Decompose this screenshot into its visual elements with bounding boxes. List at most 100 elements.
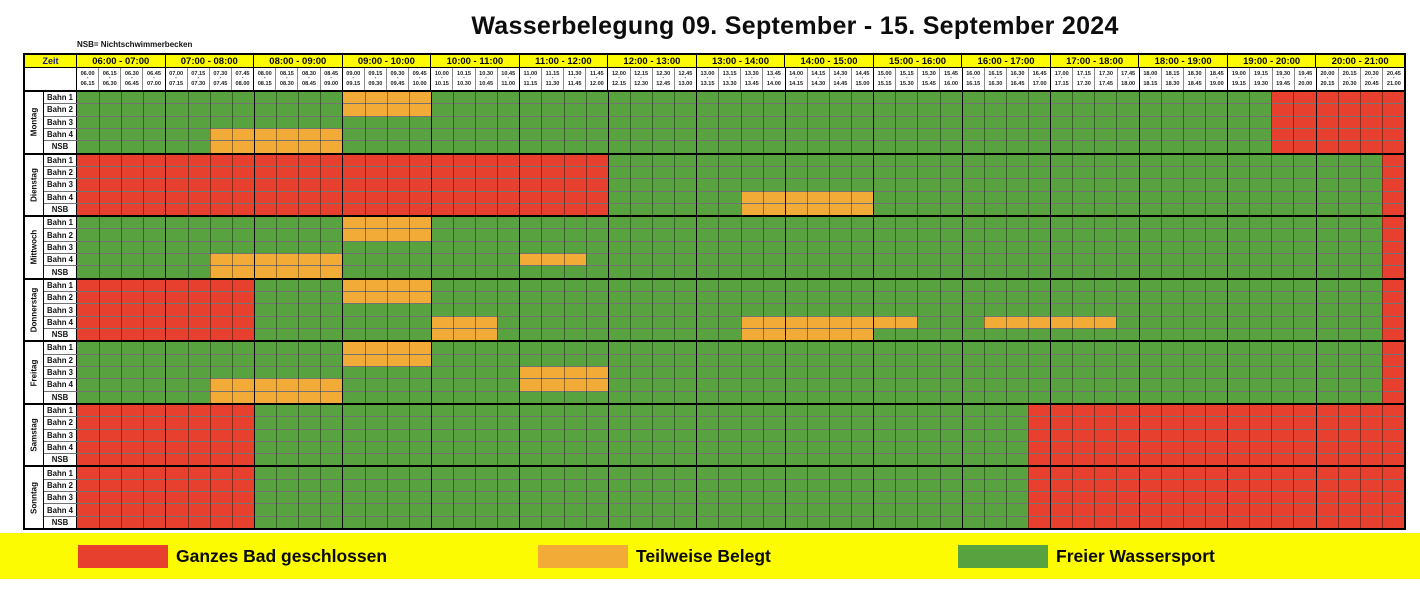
- quarter-header-cell: 07.15-07.30: [187, 68, 210, 90]
- lane-track: [77, 128, 1404, 141]
- occupancy-segment-geschlossen: [1271, 104, 1404, 116]
- lane-track: [77, 479, 1404, 492]
- quarter-header-cell: 10.00-10.15: [431, 68, 454, 90]
- quarter-header-cell: 08.15-08.30: [276, 68, 299, 90]
- lane-row: Bahn 4: [44, 254, 1404, 267]
- day-label: Donnerstag: [29, 287, 39, 333]
- lane-label: NSB: [44, 516, 77, 529]
- occupancy-segment-geschlossen: [77, 154, 608, 166]
- lane-row: NSB: [44, 454, 1404, 466]
- occupancy-segment-geschlossen: [1028, 504, 1404, 516]
- lane-track: [77, 217, 1404, 229]
- lane-label: Bahn 2: [44, 104, 77, 116]
- quarter-header-cell: 13.30-13.45: [741, 68, 764, 90]
- quarter-header-cell: 06.30-06.45: [121, 68, 144, 90]
- quarter-header-cell: 07.45-08.00: [231, 68, 255, 90]
- occupancy-segment-geschlossen: [77, 467, 254, 479]
- quarter-cells: 06.00-06.15 06.15-06.30 06.30-06.45 06.45-0…: [77, 68, 1405, 90]
- hour-header-cell: 11:00 - 12:00: [519, 55, 609, 68]
- quarter-header-cell: 14.15-14.30: [807, 68, 830, 90]
- day-label: Mittwoch: [29, 230, 39, 265]
- hour-header-cell: 08:00 - 09:00: [254, 55, 343, 68]
- occupancy-segment-teilweise: [209, 128, 343, 141]
- lane-track: [77, 342, 1404, 354]
- hour-header-cell: 16:00 - 17:00: [962, 55, 1051, 68]
- occupancy-segment-geschlossen: [1381, 279, 1404, 292]
- lane-label: Bahn 1: [44, 467, 77, 479]
- lane-row: Bahn 2: [44, 229, 1404, 242]
- occupancy-segment-geschlossen: [77, 492, 254, 504]
- legend-label-teilweise: Teilweise Belegt: [636, 545, 771, 566]
- quarter-header-cell: 12.30-12.45: [652, 68, 675, 90]
- quarter-header-cell: 18.15-18.30: [1161, 68, 1185, 90]
- occupancy-segment-geschlossen: [1028, 441, 1404, 454]
- lane-label: Bahn 1: [44, 92, 77, 104]
- quarter-header-cell: 15.15-15.30: [896, 68, 919, 90]
- lane-label: Bahn 4: [44, 441, 77, 454]
- lane-row: Bahn 1: [44, 154, 1404, 167]
- occupancy-segment-teilweise: [342, 92, 431, 104]
- lane-label: NSB: [44, 266, 77, 278]
- quarter-header-cell: 06.45-07.00: [143, 68, 166, 90]
- hour-header-cell: 19:00 - 20:00: [1227, 55, 1317, 68]
- lane-label: Bahn 2: [44, 479, 77, 492]
- lane-label: Bahn 2: [44, 417, 77, 429]
- lane-row: NSB: [44, 203, 1404, 216]
- quarter-header-cell: 11.30-11.45: [564, 68, 587, 90]
- occupancy-segment-geschlossen: [1381, 342, 1404, 354]
- quarter-header-spacer: [25, 68, 77, 90]
- zeit-header-cell: Zeit: [25, 55, 77, 68]
- occupancy-segment-teilweise: [342, 217, 431, 229]
- occupancy-segment-geschlossen: [1028, 492, 1404, 504]
- lane-label: Bahn 3: [44, 366, 77, 379]
- quarter-header-cell: 17.45-18.00: [1117, 68, 1140, 90]
- quarter-header-cell: 12.45-13.00: [674, 68, 697, 90]
- hour-header-cell: 14:00 - 15:00: [785, 55, 874, 68]
- occupancy-segment-teilweise: [342, 104, 431, 116]
- lane-track: [77, 92, 1404, 104]
- lane-rows: Bahn 1 Bahn 2 Bahn 3 Bahn 4 NSB: [44, 404, 1404, 466]
- occupancy-segment-geschlossen: [1381, 191, 1404, 203]
- occupancy-segment-geschlossen: [1028, 467, 1404, 479]
- day-label: Dienstag: [29, 167, 39, 202]
- day-label-cell: Sonntag: [25, 467, 44, 529]
- lane-track: [77, 241, 1404, 254]
- lane-track: [77, 292, 1404, 304]
- quarter-header-cell: 11.15-11.30: [541, 68, 565, 90]
- quarter-header-cell: 17.00-17.15: [1051, 68, 1074, 90]
- lane-row: Bahn 3: [44, 116, 1404, 129]
- lane-rows: Bahn 1 Bahn 2 Bahn 3 Bahn 4 NSB: [44, 92, 1404, 153]
- occupancy-segment-geschlossen: [1381, 354, 1404, 366]
- occupancy-segment-teilweise: [430, 328, 498, 341]
- occupancy-segment-teilweise: [209, 379, 343, 391]
- lane-track: [77, 366, 1404, 379]
- occupancy-segment-geschlossen: [1381, 379, 1404, 391]
- occupancy-segment-geschlossen: [1381, 241, 1404, 254]
- lane-track: [77, 454, 1404, 466]
- quarter-header-cell: 06.15-06.30: [99, 68, 122, 90]
- occupancy-segment-teilweise: [519, 366, 608, 379]
- quarter-header-cell: 11.00-11.15: [519, 68, 542, 90]
- page-title: Wasserbelegung 09. September - 15. Septe…: [471, 12, 1119, 40]
- day-band-donnerstag: Donnerstag Bahn 1 Bahn 2 Bahn 3 Bahn 4 NSB: [25, 279, 1404, 343]
- quarter-header-cell: 09.30-09.45: [386, 68, 410, 90]
- hour-header-cell: 13:00 - 14:00: [696, 55, 786, 68]
- occupancy-segment-geschlossen: [1381, 304, 1404, 316]
- lane-track: [77, 504, 1404, 516]
- occupancy-segment-geschlossen: [1271, 116, 1404, 128]
- quarter-header-cell: 14.45-15.00: [851, 68, 875, 90]
- occupancy-segment-teilweise: [740, 191, 874, 203]
- occupancy-segment-geschlossen: [77, 304, 254, 316]
- lane-label: Bahn 2: [44, 292, 77, 304]
- lane-label: NSB: [44, 203, 77, 216]
- occupancy-segment-geschlossen: [1381, 292, 1404, 304]
- occupancy-segment-geschlossen: [1381, 154, 1404, 166]
- lane-row: Bahn 2: [44, 104, 1404, 117]
- lane-track: [77, 328, 1404, 341]
- occupancy-table: Zeit 06:00 - 07:00 07:00 - 08:00 08:00 - 0…: [23, 53, 1406, 530]
- lane-label: Bahn 2: [44, 166, 77, 179]
- hour-header-cell: 18:00 - 19:00: [1139, 55, 1228, 68]
- day-band-freitag: Freitag Bahn 1 Bahn 2 Bahn 3 Bahn 4 NSB: [25, 342, 1404, 405]
- occupancy-segment-geschlossen: [77, 417, 254, 429]
